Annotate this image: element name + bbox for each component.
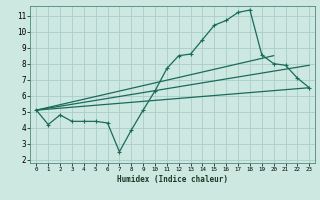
X-axis label: Humidex (Indice chaleur): Humidex (Indice chaleur) — [117, 175, 228, 184]
